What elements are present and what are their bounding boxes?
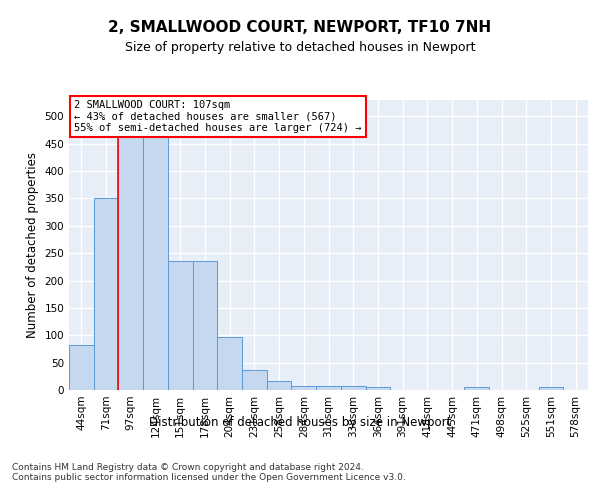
Bar: [316, 386, 341, 390]
Text: 2 SMALLWOOD COURT: 107sqm
← 43% of detached houses are smaller (567)
55% of semi: 2 SMALLWOOD COURT: 107sqm ← 43% of detac…: [74, 100, 361, 133]
Text: Contains HM Land Registry data © Crown copyright and database right 2024.
Contai: Contains HM Land Registry data © Crown c…: [12, 463, 406, 482]
Bar: [118, 128, 143, 390]
Bar: [539, 386, 563, 390]
Bar: [341, 386, 365, 390]
Bar: [267, 380, 292, 390]
Bar: [69, 344, 94, 390]
Y-axis label: Number of detached properties: Number of detached properties: [26, 152, 39, 338]
Bar: [464, 386, 489, 390]
Bar: [242, 370, 267, 390]
Bar: [168, 262, 193, 390]
Bar: [94, 198, 118, 390]
Bar: [365, 388, 390, 390]
Bar: [292, 386, 316, 390]
Text: Size of property relative to detached houses in Newport: Size of property relative to detached ho…: [125, 41, 475, 54]
Text: Distribution of detached houses by size in Newport: Distribution of detached houses by size …: [149, 416, 451, 429]
Text: 2, SMALLWOOD COURT, NEWPORT, TF10 7NH: 2, SMALLWOOD COURT, NEWPORT, TF10 7NH: [109, 20, 491, 35]
Bar: [193, 262, 217, 390]
Bar: [217, 338, 242, 390]
Bar: [143, 128, 168, 390]
